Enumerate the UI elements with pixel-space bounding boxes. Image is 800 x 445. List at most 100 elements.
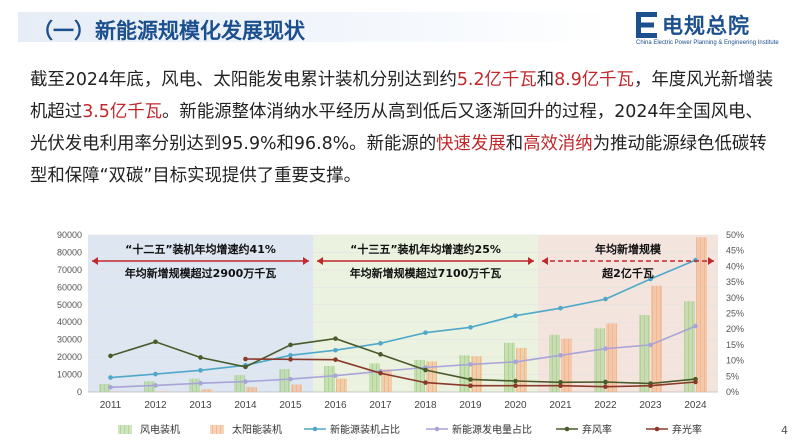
y-right-tick-label: 10% — [726, 356, 744, 366]
point-新能源发电量占比 — [108, 384, 113, 390]
x-tick-label: 2013 — [189, 400, 212, 411]
x-tick-label: 2019 — [459, 400, 482, 411]
point-弃风率 — [243, 364, 248, 370]
point-弃风率 — [333, 336, 338, 341]
bar-太阳能装机 — [246, 387, 257, 392]
highlighted-text: 快速发展 — [436, 134, 506, 154]
point-弃风率 — [558, 379, 563, 385]
bar-风电装机 — [369, 363, 380, 392]
point-弃光率 — [558, 383, 563, 389]
point-弃光率 — [288, 357, 293, 362]
point-新能源装机占比 — [108, 375, 113, 380]
point-弃光率 — [603, 384, 608, 389]
point-新能源装机占比 — [153, 371, 158, 377]
point-新能源发电量占比 — [693, 323, 698, 329]
point-新能源发电量占比 — [288, 376, 293, 382]
x-tick-label: 2024 — [684, 400, 707, 411]
point-新能源发电量占比 — [558, 352, 563, 358]
y-right-tick-label: 5% — [726, 371, 739, 381]
point-新能源装机占比 — [558, 305, 563, 311]
bar-风电装机 — [189, 378, 200, 392]
period-arrowhead-left — [92, 257, 98, 265]
point-弃风率 — [468, 377, 473, 382]
y-left-tick-label: 20000 — [57, 352, 82, 362]
capacity-chart: 0 10000 20000 30000 40000 50000 60000 70000 8000… — [57, 230, 744, 436]
point-新能源装机占比 — [468, 325, 473, 330]
x-tick-label: 2018 — [414, 400, 437, 411]
bar-风电装机 — [549, 334, 560, 392]
title-background — [18, 12, 613, 42]
point-弃风率 — [198, 355, 203, 360]
bar-风电装机 — [504, 342, 515, 392]
line-弃风率 — [110, 337, 696, 385]
y-left-tick-label: 60000 — [57, 282, 82, 292]
summary-paragraph: 截至2024年底，风电、太阳能发电累计装机分别达到约5.2亿千瓦和8.9亿千瓦，… — [30, 64, 780, 192]
point-新能源装机占比 — [513, 313, 518, 318]
y-right-tick-label: 35% — [726, 277, 744, 287]
logo-mark-icon — [636, 12, 657, 38]
x-tick-label: 2021 — [549, 400, 572, 411]
bar-风电装机 — [594, 328, 605, 392]
period-annotation-line1: “十二五”装机年均增速约41% — [125, 242, 276, 256]
y-left-tick-label: 10000 — [57, 370, 82, 380]
legend-label: 弃光率 — [672, 423, 702, 436]
legend-swatch — [210, 425, 224, 434]
point-弃风率 — [378, 352, 383, 357]
period-arrowhead-right — [708, 257, 714, 265]
period-arrowhead-right — [303, 257, 309, 265]
page-title: （一）新能源规模化发展现状 — [32, 19, 305, 43]
x-tick-label: 2017 — [369, 400, 392, 411]
bar-风电装机 — [279, 369, 290, 392]
bar-风电装机 — [639, 315, 650, 392]
bar-太阳能装机 — [606, 323, 617, 392]
bar-太阳能装机 — [426, 361, 437, 392]
y-left-tick-label: 70000 — [57, 265, 82, 275]
title-bar: （一）新能源规模化发展现状 — [18, 12, 613, 43]
point-新能源装机占比 — [648, 276, 653, 282]
point-弃风率 — [423, 367, 428, 373]
legend-marker — [564, 426, 570, 432]
legend-marker — [654, 426, 660, 432]
legend-marker — [312, 426, 318, 432]
bar-风电装机 — [324, 366, 335, 392]
y-right-tick-label: 25% — [726, 309, 744, 319]
point-弃光率 — [513, 383, 518, 389]
point-新能源发电量占比 — [243, 379, 248, 384]
point-新能源发电量占比 — [468, 362, 473, 367]
x-tick-label: 2012 — [144, 400, 167, 411]
point-弃光率 — [333, 357, 338, 362]
period-annotation-line1: “十三五”装机年均增速约25% — [350, 242, 501, 256]
y-right-tick-label: 15% — [726, 340, 744, 350]
bar-太阳能装机 — [471, 356, 482, 392]
period-annotation-line1: 年均新增规模 — [595, 242, 662, 256]
x-tick-label: 2016 — [324, 400, 347, 411]
paragraph-text: 。新能源整体消纳水平经历从高到低后又逐渐回升的过程，2024年全国风电、光伏发电… — [30, 102, 763, 154]
y-left-tick-label: 0 — [77, 387, 82, 397]
x-tick-label: 2011 — [100, 400, 122, 411]
point-弃光率 — [693, 379, 698, 385]
bar-太阳能装机 — [651, 285, 662, 392]
x-tick-label: 2022 — [594, 400, 617, 411]
highlighted-text: 5.2亿千瓦 — [456, 70, 537, 90]
page-number: 4 — [781, 424, 788, 437]
point-新能源装机占比 — [288, 352, 293, 358]
y-right-tick-label: 50% — [726, 230, 744, 240]
period-annotation-line2: 年均新增规模超过7100万千瓦 — [350, 266, 502, 280]
point-弃风率 — [108, 353, 113, 359]
bar-太阳能装机 — [696, 237, 707, 392]
point-弃风率 — [288, 342, 293, 348]
point-新能源装机占比 — [378, 341, 383, 346]
x-tick-label: 2023 — [639, 400, 662, 411]
x-tick-label: 2020 — [504, 400, 527, 411]
x-tick-label: 2014 — [234, 400, 257, 411]
legend-marker — [434, 426, 440, 432]
y-right-tick-label: 40% — [726, 261, 744, 271]
y-left-tick-label: 50000 — [57, 300, 82, 310]
highlighted-text: 3.5亿千瓦 — [82, 102, 163, 122]
point-新能源装机占比 — [198, 368, 203, 373]
point-新能源发电量占比 — [603, 346, 608, 351]
bar-太阳能装机 — [381, 369, 392, 392]
period-arrowhead-left — [542, 257, 548, 265]
point-弃风率 — [153, 339, 158, 345]
bar-风电装机 — [99, 383, 110, 392]
